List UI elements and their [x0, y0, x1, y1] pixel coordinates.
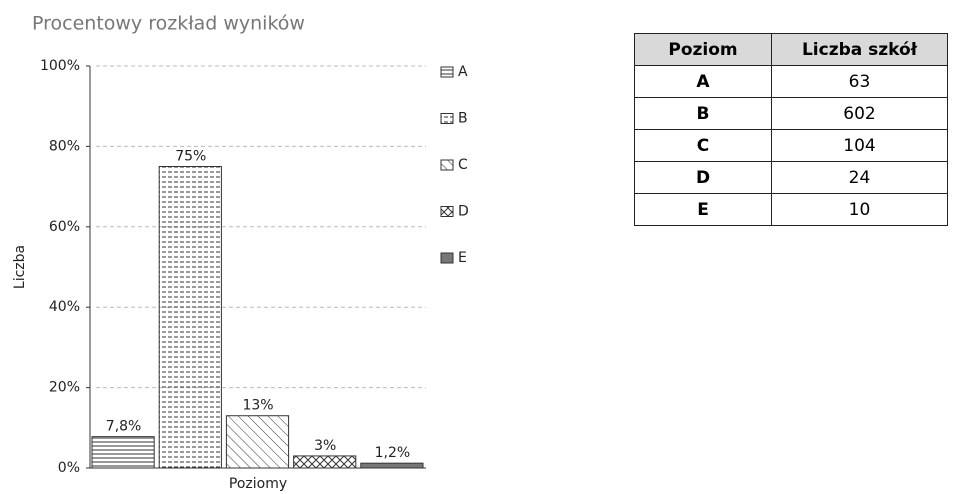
- header-cell: Poziom: [634, 33, 772, 66]
- y-tick-label: 100%: [40, 58, 80, 74]
- table-row: B 602: [634, 97, 948, 130]
- legend-swatch: [440, 159, 454, 171]
- table-cell: 63: [771, 65, 948, 98]
- table-cell: D: [634, 161, 772, 194]
- table-cell: 24: [771, 161, 948, 194]
- bar: [91, 436, 155, 469]
- header-cell: Liczba szkół: [771, 33, 948, 66]
- y-axis-label: Liczba: [12, 245, 28, 289]
- table-row: D 24: [634, 161, 948, 194]
- table-cell: E: [634, 193, 772, 226]
- value-label: 3%: [314, 438, 336, 454]
- table-cell: 602: [771, 97, 948, 130]
- table-cell: 104: [771, 129, 948, 162]
- bar: [158, 166, 222, 469]
- value-label: 75%: [175, 149, 206, 165]
- table-cell: A: [634, 65, 772, 98]
- bar: [360, 462, 424, 469]
- table-row: E 10: [634, 193, 948, 226]
- value-label: 13%: [242, 398, 273, 414]
- legend-label: B: [458, 111, 468, 127]
- bar: [225, 415, 290, 469]
- y-tick-label: 40%: [49, 299, 80, 315]
- legend-swatch: [440, 206, 454, 217]
- bar: [293, 455, 357, 469]
- legend-label: A: [458, 64, 468, 80]
- y-tick-label: 60%: [49, 219, 80, 235]
- legend-swatch: [440, 113, 454, 124]
- table-row: A 63: [634, 65, 948, 98]
- table: Poziom Liczba szkół A 63 B 602 C 104 D 24 E 10: [634, 33, 948, 226]
- y-tick-label: 0%: [58, 460, 80, 476]
- table-cell: C: [634, 129, 772, 162]
- table-cell: B: [634, 97, 772, 130]
- legend-label: E: [458, 250, 467, 266]
- chart-title: Procentowy rozkład wyników: [32, 13, 305, 35]
- value-label: 1,2%: [375, 445, 411, 461]
- value-label: 7,8%: [106, 419, 142, 435]
- legend-swatch: [440, 252, 454, 264]
- x-axis-label: Poziomy: [229, 476, 287, 492]
- legend-label: D: [458, 204, 469, 220]
- y-tick-label: 80%: [49, 138, 80, 154]
- table-cell: 10: [771, 193, 948, 226]
- table-header: Poziom Liczba szkół: [634, 33, 948, 66]
- table-row: C 104: [634, 129, 948, 162]
- legend-swatch: [440, 66, 454, 78]
- y-tick-label: 20%: [49, 380, 80, 396]
- legend-label: C: [458, 157, 468, 173]
